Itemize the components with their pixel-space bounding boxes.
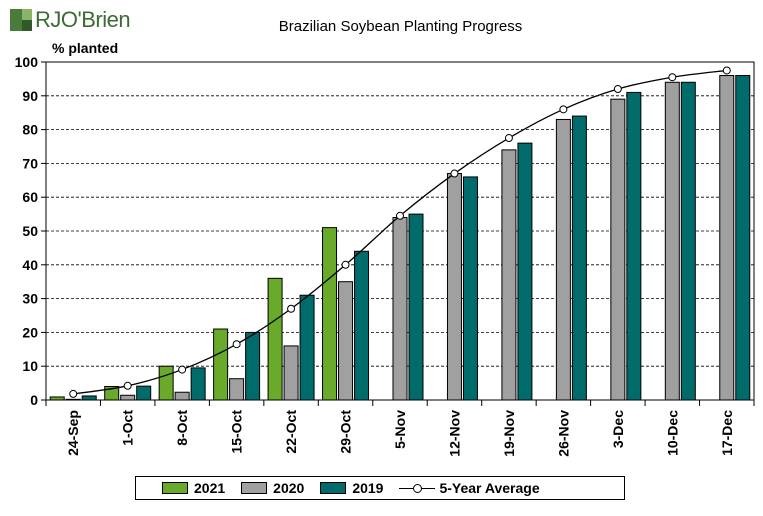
bar-2019-22-Oct <box>299 294 315 401</box>
point-5yr-average-26-Nov <box>559 105 568 114</box>
bar-2020-22-Oct <box>283 345 299 401</box>
point-5yr-average-17-Dec <box>722 66 731 75</box>
bar-2020-24-Sep <box>65 398 81 401</box>
y-tick-label-40: 40 <box>22 257 38 273</box>
x-tick-label-26-Nov: 26-Nov <box>555 410 571 457</box>
bar-2019-17-Dec <box>735 75 751 401</box>
legend-line-5yr-average <box>399 482 436 494</box>
bar-2019-1-Oct <box>136 385 152 401</box>
x-tick-label-5-Nov: 5-Nov <box>392 410 408 449</box>
x-tick-label-12-Nov: 12-Nov <box>446 410 462 457</box>
legend-label-2021: 2021 <box>194 480 226 496</box>
bar-2019-24-Sep <box>81 395 97 401</box>
x-tick-label-8-Oct: 8-Oct <box>174 410 190 446</box>
bar-2020-10-Dec <box>664 81 680 401</box>
x-tick-label-1-Oct: 1-Oct <box>120 410 136 446</box>
point-5yr-average-12-Nov <box>450 169 459 178</box>
legend-label-5yr-average: 5-Year Average <box>439 480 540 496</box>
legend-item-2020: 2020 <box>241 480 304 496</box>
bar-2019-29-Oct <box>354 250 370 401</box>
y-tick-label-70: 70 <box>22 155 38 171</box>
y-tick-label-50: 50 <box>22 223 38 239</box>
x-tick-label-17-Dec: 17-Dec <box>719 410 735 456</box>
x-tick-label-24-Sep: 24-Sep <box>65 410 81 456</box>
legend-swatch-2019 <box>320 482 347 494</box>
bar-2020-8-Oct <box>174 391 190 401</box>
bar-2020-17-Dec <box>719 75 735 401</box>
bar-2019-3-Dec <box>626 91 642 401</box>
point-5yr-average-24-Sep <box>69 389 78 398</box>
bar-2020-29-Oct <box>338 281 354 401</box>
legend-item-2021: 2021 <box>162 480 225 496</box>
bar-2019-26-Nov <box>571 115 587 401</box>
bar-2020-5-Nov <box>392 216 408 401</box>
bar-2020-19-Nov <box>501 149 517 401</box>
legend-item-5yr-average: 5-Year Average <box>399 480 540 496</box>
x-tick-label-3-Dec: 3-Dec <box>610 410 626 448</box>
bar-2020-3-Dec <box>610 98 626 401</box>
point-5yr-average-19-Nov <box>504 134 513 143</box>
bar-2020-15-Oct <box>229 378 245 401</box>
chart-title: Brazilian Soybean Planting Progress <box>278 18 523 35</box>
y-tick-label-90: 90 <box>22 88 38 104</box>
bar-2019-15-Oct <box>245 331 261 401</box>
x-tick-label-29-Oct: 29-Oct <box>338 410 354 454</box>
bar-2021-8-Oct <box>158 365 174 401</box>
bar-2020-26-Nov <box>555 118 571 401</box>
point-5yr-average-5-Nov <box>396 211 404 220</box>
x-tick-label-22-Oct: 22-Oct <box>283 410 299 454</box>
rjobrien-logo: RJO'Brien <box>10 7 131 33</box>
bar-2019-8-Oct <box>190 367 206 401</box>
x-tick-label-10-Dec: 10-Dec <box>664 410 680 456</box>
y-tick-label-80: 80 <box>22 122 38 138</box>
legend-item-2019: 2019 <box>320 480 383 496</box>
bar-2020-12-Nov <box>446 173 462 401</box>
point-5yr-average-3-Dec <box>613 85 622 94</box>
chart-legend: 2021 2020 2019 5-Year Average <box>135 476 625 500</box>
point-5yr-average-22-Oct <box>287 304 296 313</box>
bar-2021-24-Sep <box>49 396 65 401</box>
bar-2021-15-Oct <box>213 328 229 401</box>
y-tick-label-10: 10 <box>22 358 38 374</box>
y-tick-label-20: 20 <box>22 324 38 340</box>
logo-mark-icon <box>10 9 32 31</box>
y-tick-label-60: 60 <box>22 189 38 205</box>
y-axis-label: % planted <box>52 40 119 56</box>
bar-2019-5-Nov <box>408 213 424 401</box>
bar-2019-10-Dec <box>680 81 696 401</box>
bar-2021-29-Oct <box>322 227 338 401</box>
bar-2019-12-Nov <box>462 176 478 401</box>
bar-2021-22-Oct <box>267 277 283 401</box>
point-5yr-average-15-Oct <box>232 340 241 349</box>
y-tick-label-30: 30 <box>22 291 38 307</box>
point-5yr-average-10-Dec <box>668 73 677 82</box>
x-tick-label-19-Nov: 19-Nov <box>501 410 517 457</box>
y-tick-label-100: 100 <box>15 54 39 70</box>
legend-label-2019: 2019 <box>352 480 384 496</box>
x-tick-label-15-Oct: 15-Oct <box>229 410 245 454</box>
legend-label-2020: 2020 <box>273 480 305 496</box>
legend-swatch-2020 <box>241 482 268 494</box>
bar-2020-1-Oct <box>120 394 136 401</box>
point-5yr-average-8-Oct <box>178 365 187 374</box>
point-5yr-average-1-Oct <box>123 381 132 390</box>
legend-swatch-2021 <box>162 482 188 494</box>
point-5yr-average-29-Oct <box>341 260 350 269</box>
y-tick-label-0: 0 <box>30 392 38 408</box>
logo-text: RJO'Brien <box>35 7 131 32</box>
bar-2019-19-Nov <box>517 142 533 401</box>
